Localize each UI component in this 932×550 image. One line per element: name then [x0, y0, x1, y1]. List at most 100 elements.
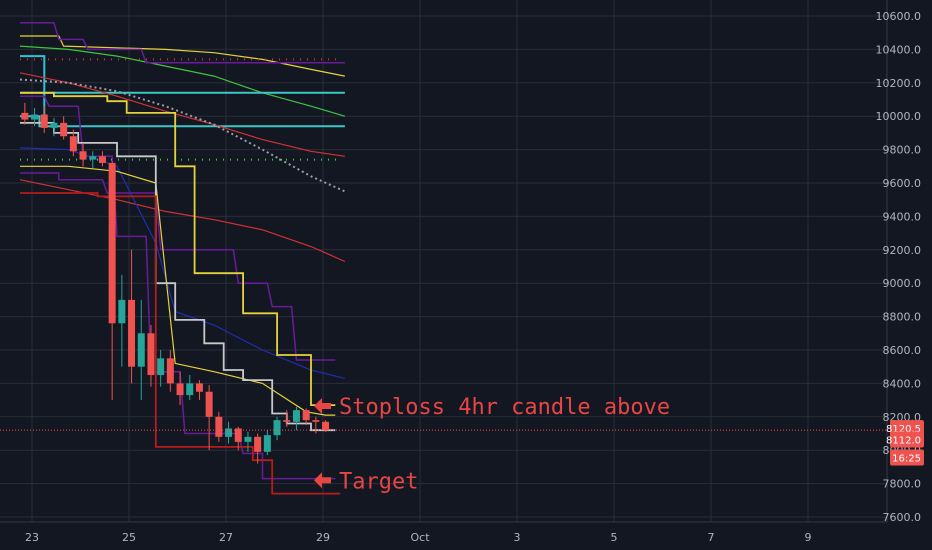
y-tick-label: 10000.0	[876, 110, 922, 123]
indicator-line	[20, 172, 336, 361]
price-tag-box	[890, 449, 924, 466]
indicator-line	[19, 78, 346, 193]
candle	[292, 406, 300, 431]
candle-body	[186, 383, 194, 396]
annotation-text: Stoploss 4hr candle above	[339, 395, 670, 420]
indicator-line	[19, 45, 346, 117]
price-tag-label: 8120.5	[886, 424, 921, 435]
candle-body	[292, 410, 300, 422]
x-tick-label: 23	[25, 531, 39, 544]
candle	[215, 411, 223, 442]
candle	[322, 420, 330, 432]
price-tag-box	[890, 431, 924, 448]
y-tick-label: 8600.0	[883, 344, 922, 357]
candle	[31, 107, 39, 127]
candle-body	[60, 122, 68, 137]
candle	[195, 380, 203, 401]
indicator-line	[20, 35, 346, 77]
y-tick-label: 10200.0	[876, 77, 922, 90]
candle-body	[69, 136, 77, 152]
y-tick-label: 10400.0	[876, 43, 922, 56]
candle	[79, 142, 87, 167]
y-tick-label: 7800.0	[883, 478, 922, 491]
candle-body	[312, 420, 320, 422]
y-tick-label: 9000.0	[883, 277, 922, 290]
x-tick-label: 3	[514, 531, 521, 544]
candle	[128, 249, 136, 384]
y-tick-label: 8400.0	[883, 377, 922, 390]
candle-body	[108, 162, 116, 324]
arrow-left-icon	[314, 472, 331, 489]
arrow-left-icon	[314, 397, 331, 414]
indicator-line	[20, 165, 336, 416]
candle	[98, 151, 106, 167]
candle-body	[322, 421, 330, 431]
x-axis[interactable]: 23 25 27 29 Oct 3 5 7 9	[0, 521, 887, 544]
candle-body	[157, 358, 165, 376]
y-tick-label: 9800.0	[883, 144, 922, 157]
candle	[108, 161, 116, 401]
candle	[89, 151, 97, 168]
candle-body	[147, 333, 155, 376]
annotations: Stoploss 4hr candle above Target	[314, 395, 670, 494]
candle-body	[50, 122, 58, 128]
x-tick-label: 7	[708, 531, 715, 544]
x-tick-label: 25	[122, 531, 136, 544]
annotation-text: Target	[339, 469, 418, 494]
indicator-line	[20, 115, 345, 128]
y-tick-label: 9200.0	[883, 244, 922, 257]
candle	[244, 431, 252, 452]
x-tick-label: 5	[611, 531, 618, 544]
candle-body	[244, 436, 252, 442]
candle	[234, 426, 242, 451]
candle-body	[40, 114, 48, 128]
candle	[176, 371, 184, 406]
indicator-line	[20, 91, 336, 407]
candle	[273, 416, 281, 441]
indicator-line	[20, 21, 345, 64]
candle	[147, 324, 155, 387]
candle-body	[205, 391, 213, 417]
candle	[69, 129, 77, 157]
candle-body	[176, 383, 184, 396]
candle	[40, 106, 48, 133]
candle	[137, 299, 145, 401]
candle-body	[263, 435, 271, 452]
candle	[254, 433, 262, 464]
candle-body	[215, 416, 223, 437]
annotation: Stoploss 4hr candle above	[314, 395, 670, 420]
candle-body	[118, 299, 126, 324]
x-tick-label: 27	[219, 531, 233, 544]
candle-body	[254, 436, 262, 452]
candle	[312, 416, 320, 434]
annotation: Target	[314, 469, 418, 494]
candle	[60, 116, 68, 140]
candle	[118, 274, 126, 367]
x-tick-label: 29	[316, 531, 330, 544]
candle-body	[128, 299, 136, 367]
candle-body	[79, 151, 87, 160]
candle	[166, 350, 174, 392]
y-tick-label: 7600.0	[883, 511, 922, 524]
price-tag-label: 16:25	[892, 453, 921, 464]
y-tick-label: 9400.0	[883, 210, 922, 223]
y-tick-label: 8800.0	[883, 311, 922, 324]
y-tick-label: 9600.0	[883, 177, 922, 190]
candle	[186, 375, 194, 401]
candle	[302, 408, 310, 426]
candle-body	[21, 112, 29, 120]
candle	[157, 350, 165, 387]
candle-body	[195, 383, 203, 392]
candle	[263, 430, 271, 456]
candle-body	[89, 156, 97, 160]
candle-body	[137, 333, 145, 367]
candle-body	[166, 358, 174, 384]
candle-body	[302, 410, 310, 421]
candle-body	[31, 114, 39, 120]
candle	[225, 421, 233, 444]
y-tick-label: 10600.0	[876, 10, 922, 23]
candle-body	[225, 428, 233, 437]
candle-body	[98, 156, 106, 163]
